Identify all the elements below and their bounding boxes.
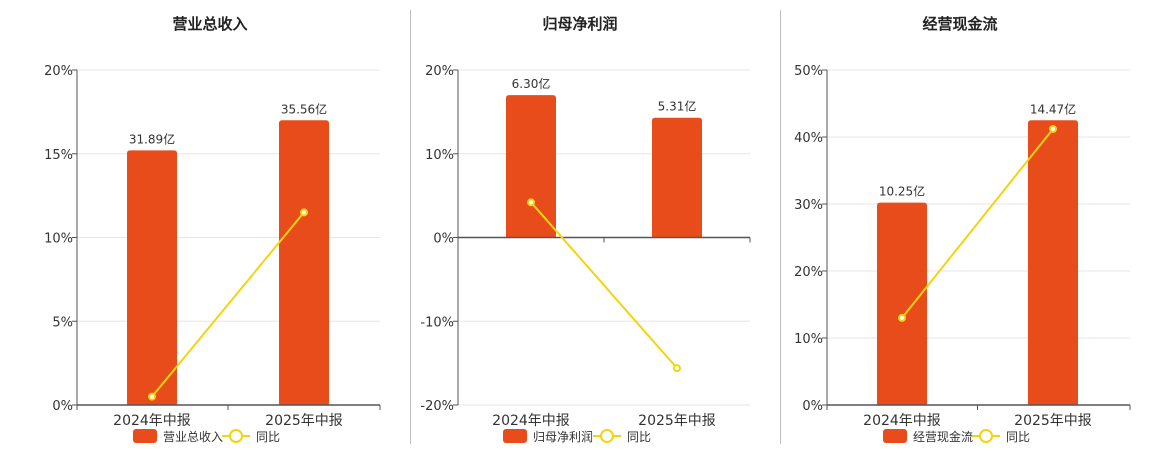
legend-label-line: 同比 <box>627 430 651 444</box>
chart-title: 经营现金流 <box>922 15 997 33</box>
y-tick-label: 0% <box>433 232 454 247</box>
bar-value-label: 5.31亿 <box>658 99 697 114</box>
x-category-label: 2024年中报 <box>492 413 570 429</box>
yoy-point <box>898 313 906 322</box>
y-tick-label: 20% <box>425 64 454 79</box>
yoy-point <box>148 392 156 401</box>
legend-swatch-bar <box>503 429 527 443</box>
bar <box>127 150 177 405</box>
y-tick-label: 10% <box>425 148 454 163</box>
y-tick-label: 10% <box>44 232 73 247</box>
bar <box>279 120 329 405</box>
y-tick-label: 20% <box>794 265 823 280</box>
x-category-label: 2025年中报 <box>265 413 343 429</box>
chart-panel-cash-flow: 经营现金流 0% 10% 20% 30% 40% 50% 10.25亿 14.47亿 2024年中… <box>781 0 1160 450</box>
yoy-point <box>300 208 308 217</box>
chart-title: 归母净利润 <box>542 15 617 33</box>
x-category-label: 2024年中报 <box>863 413 941 429</box>
yoy-point <box>673 364 681 373</box>
legend-swatch-bar <box>883 429 907 443</box>
chart-panel-revenue: 营业总收入 0% 5% 10% 15% 20% 31.89亿 35.56亿 2024年中报 202… <box>0 0 410 450</box>
y-tick-label: 5% <box>52 315 73 330</box>
x-category-label: 2025年中报 <box>1014 413 1092 429</box>
bar-value-label: 10.25亿 <box>879 184 925 199</box>
legend-swatch-marker <box>600 429 614 443</box>
chart-svg: 归母净利润 -20% -10% 0% 10% 20% 6.30亿 5.31亿 2024年中报 20… <box>420 15 751 444</box>
y-tick-label: -10% <box>420 315 454 330</box>
legend-swatch-marker <box>229 429 243 443</box>
bar <box>877 202 927 405</box>
chart-svg: 营业总收入 0% 5% 10% 15% 20% 31.89亿 35.56亿 2024年中报 202… <box>44 15 381 444</box>
legend-label-line: 同比 <box>256 430 280 444</box>
yoy-point <box>527 198 535 207</box>
y-tick-label: 15% <box>44 148 73 163</box>
y-tick-label: 40% <box>794 131 823 146</box>
y-tick-label: 10% <box>794 332 823 347</box>
panel-divider <box>780 10 781 444</box>
bar-value-label: 6.30亿 <box>512 76 551 91</box>
yoy-point <box>1049 124 1057 133</box>
x-category-label: 2025年中报 <box>638 413 716 429</box>
y-tick-label: 30% <box>794 198 823 213</box>
legend-swatch-bar <box>133 429 157 443</box>
chart-svg: 经营现金流 0% 10% 20% 30% 40% 50% 10.25亿 14.47亿 2024年中… <box>794 15 1131 444</box>
y-tick-label: 50% <box>794 64 823 79</box>
legend-label-bar: 经营现金流 <box>913 429 973 444</box>
y-tick-label: 20% <box>44 64 73 79</box>
bar <box>652 117 702 238</box>
bar <box>506 95 556 238</box>
legend-label-bar: 归母净利润 <box>533 430 593 444</box>
bar-value-label: 31.89亿 <box>129 131 175 146</box>
y-tick-label: -20% <box>420 399 454 414</box>
y-tick-label: 0% <box>52 399 73 414</box>
legend-swatch-marker <box>979 429 993 443</box>
legend-label-line: 同比 <box>1006 430 1030 444</box>
panel-divider <box>410 10 411 444</box>
bar-value-label: 14.47亿 <box>1030 101 1076 116</box>
bar-value-label: 35.56亿 <box>281 101 327 116</box>
chart-panel-net-profit: 归母净利润 -20% -10% 0% 10% 20% 6.30亿 5.31亿 2024年中报 20… <box>411 0 780 450</box>
x-category-label: 2024年中报 <box>113 413 191 429</box>
chart-title: 营业总收入 <box>172 15 247 33</box>
yoy-line <box>151 211 305 398</box>
yoy-line <box>530 201 678 369</box>
bar <box>1028 120 1078 405</box>
yoy-line <box>901 128 1054 319</box>
legend-label-bar: 营业总收入 <box>163 430 223 444</box>
y-tick-label: 0% <box>802 399 823 414</box>
